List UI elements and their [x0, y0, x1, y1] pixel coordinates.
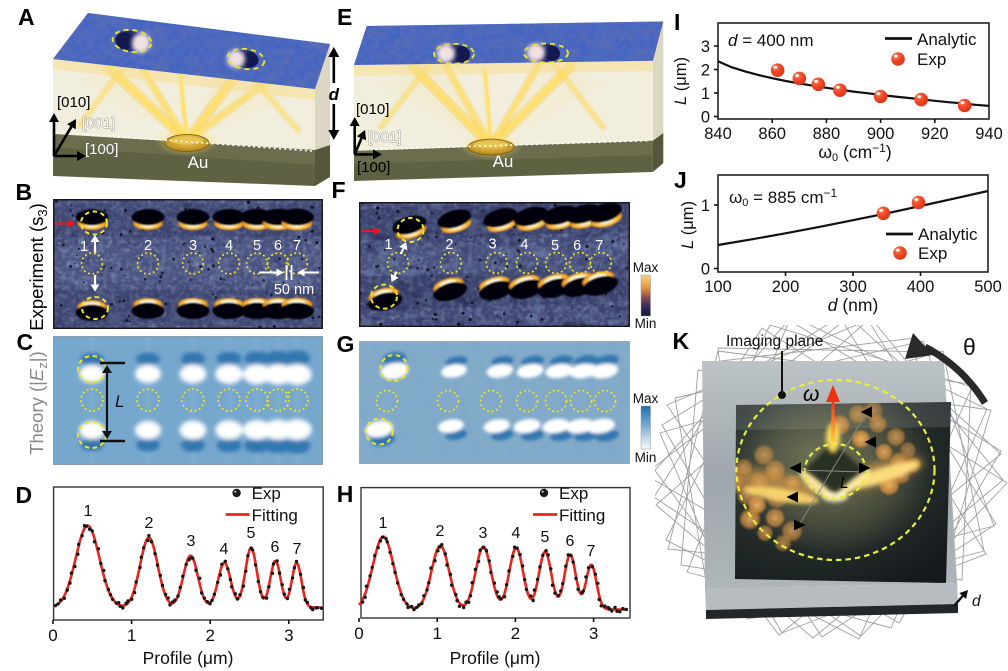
- svg-text:2: 2: [205, 626, 214, 645]
- svg-text:1: 1: [432, 624, 441, 643]
- svg-text:Min: Min: [635, 450, 657, 465]
- svg-text:4: 4: [225, 238, 233, 254]
- svg-text:ω: ω: [803, 383, 819, 406]
- svg-text:3: 3: [701, 38, 710, 56]
- svg-text:1: 1: [701, 197, 710, 215]
- svg-text:100: 100: [704, 278, 732, 296]
- svg-text:4: 4: [520, 237, 528, 253]
- svg-text:Profile (μm): Profile (μm): [450, 648, 541, 668]
- svg-text:1: 1: [379, 515, 388, 532]
- svg-text:3: 3: [488, 237, 496, 253]
- svg-text:0: 0: [701, 261, 710, 279]
- svg-text:L (μm): L (μm): [672, 57, 690, 105]
- svg-text:3: 3: [479, 525, 488, 542]
- svg-text:[010]: [010]: [356, 101, 389, 118]
- svg-text:5: 5: [253, 238, 261, 254]
- svg-text:200: 200: [772, 278, 800, 296]
- svg-text:3: 3: [284, 626, 293, 645]
- svg-text:500: 500: [974, 278, 1002, 296]
- svg-text:Fitting: Fitting: [559, 506, 605, 525]
- svg-text:940: 940: [975, 125, 1003, 143]
- svg-text:6: 6: [573, 238, 581, 254]
- svg-text:Min: Min: [635, 316, 657, 331]
- svg-text:Exp: Exp: [918, 244, 947, 263]
- svg-text:Au: Au: [493, 152, 514, 171]
- svg-text:6: 6: [274, 238, 282, 254]
- svg-text:6: 6: [566, 533, 575, 550]
- svg-text:0: 0: [354, 624, 363, 643]
- svg-text:7: 7: [293, 541, 302, 558]
- svg-text:1: 1: [84, 503, 93, 520]
- svg-text:Profile (μm): Profile (μm): [143, 648, 234, 668]
- svg-text:1: 1: [80, 239, 88, 255]
- svg-text:Fitting: Fitting: [252, 506, 298, 525]
- svg-text:900: 900: [867, 125, 895, 143]
- svg-text:1: 1: [127, 626, 136, 645]
- svg-text:5: 5: [247, 525, 256, 542]
- svg-text:400: 400: [907, 278, 935, 296]
- svg-text:7: 7: [587, 543, 596, 560]
- svg-text:3: 3: [589, 624, 598, 643]
- svg-text:[100]: [100]: [357, 159, 390, 176]
- svg-text:3: 3: [189, 238, 197, 254]
- svg-text:6: 6: [271, 539, 280, 556]
- svg-text:Imaging plane: Imaging plane: [726, 333, 823, 350]
- svg-text:θ: θ: [963, 334, 976, 360]
- svg-text:2: 2: [445, 237, 453, 253]
- svg-text:2: 2: [145, 515, 154, 532]
- svg-text:1: 1: [384, 237, 392, 253]
- svg-text:5: 5: [541, 529, 550, 546]
- svg-text:860: 860: [758, 125, 786, 143]
- svg-text:Exp: Exp: [917, 50, 946, 69]
- svg-text:4: 4: [512, 525, 521, 542]
- svg-text:Exp: Exp: [252, 484, 281, 503]
- svg-text:[010]: [010]: [57, 94, 90, 111]
- svg-text:Max: Max: [633, 260, 659, 275]
- svg-text:ω0 = 885 cm−1: ω0 = 885 cm−1: [729, 186, 838, 209]
- svg-text:L: L: [840, 475, 849, 492]
- svg-text:920: 920: [921, 125, 949, 143]
- svg-text:50 nm: 50 nm: [274, 282, 314, 298]
- svg-text:7: 7: [293, 238, 301, 254]
- svg-text:2: 2: [701, 62, 710, 80]
- svg-text:[100]: [100]: [85, 141, 118, 158]
- svg-text:300: 300: [839, 278, 867, 296]
- svg-text:[001]: [001]: [82, 115, 115, 132]
- svg-text:d: d: [972, 593, 982, 610]
- svg-text:5: 5: [551, 238, 559, 254]
- svg-text:[001]: [001]: [368, 129, 401, 146]
- svg-text:2: 2: [144, 238, 152, 254]
- svg-text:Analytic: Analytic: [917, 30, 977, 49]
- svg-text:2: 2: [436, 523, 445, 540]
- svg-text:d (nm): d (nm): [828, 295, 879, 315]
- svg-text:840: 840: [704, 125, 732, 143]
- svg-text:L (μm): L (μm): [679, 201, 697, 249]
- svg-text:3: 3: [187, 533, 196, 550]
- svg-text:7: 7: [595, 238, 603, 254]
- svg-text:2: 2: [511, 624, 520, 643]
- svg-text:4: 4: [220, 541, 229, 558]
- svg-text:L: L: [115, 392, 124, 411]
- svg-text:880: 880: [813, 125, 841, 143]
- svg-text:d = 400 nm: d = 400 nm: [728, 31, 814, 50]
- svg-text:d: d: [329, 85, 340, 104]
- svg-text:Exp: Exp: [559, 484, 588, 503]
- svg-text:1: 1: [701, 85, 710, 103]
- svg-text:Max: Max: [633, 391, 659, 406]
- svg-text:0: 0: [48, 626, 57, 645]
- svg-text:0: 0: [701, 109, 710, 127]
- svg-text:Au: Au: [188, 153, 209, 172]
- svg-text:Analytic: Analytic: [918, 225, 978, 244]
